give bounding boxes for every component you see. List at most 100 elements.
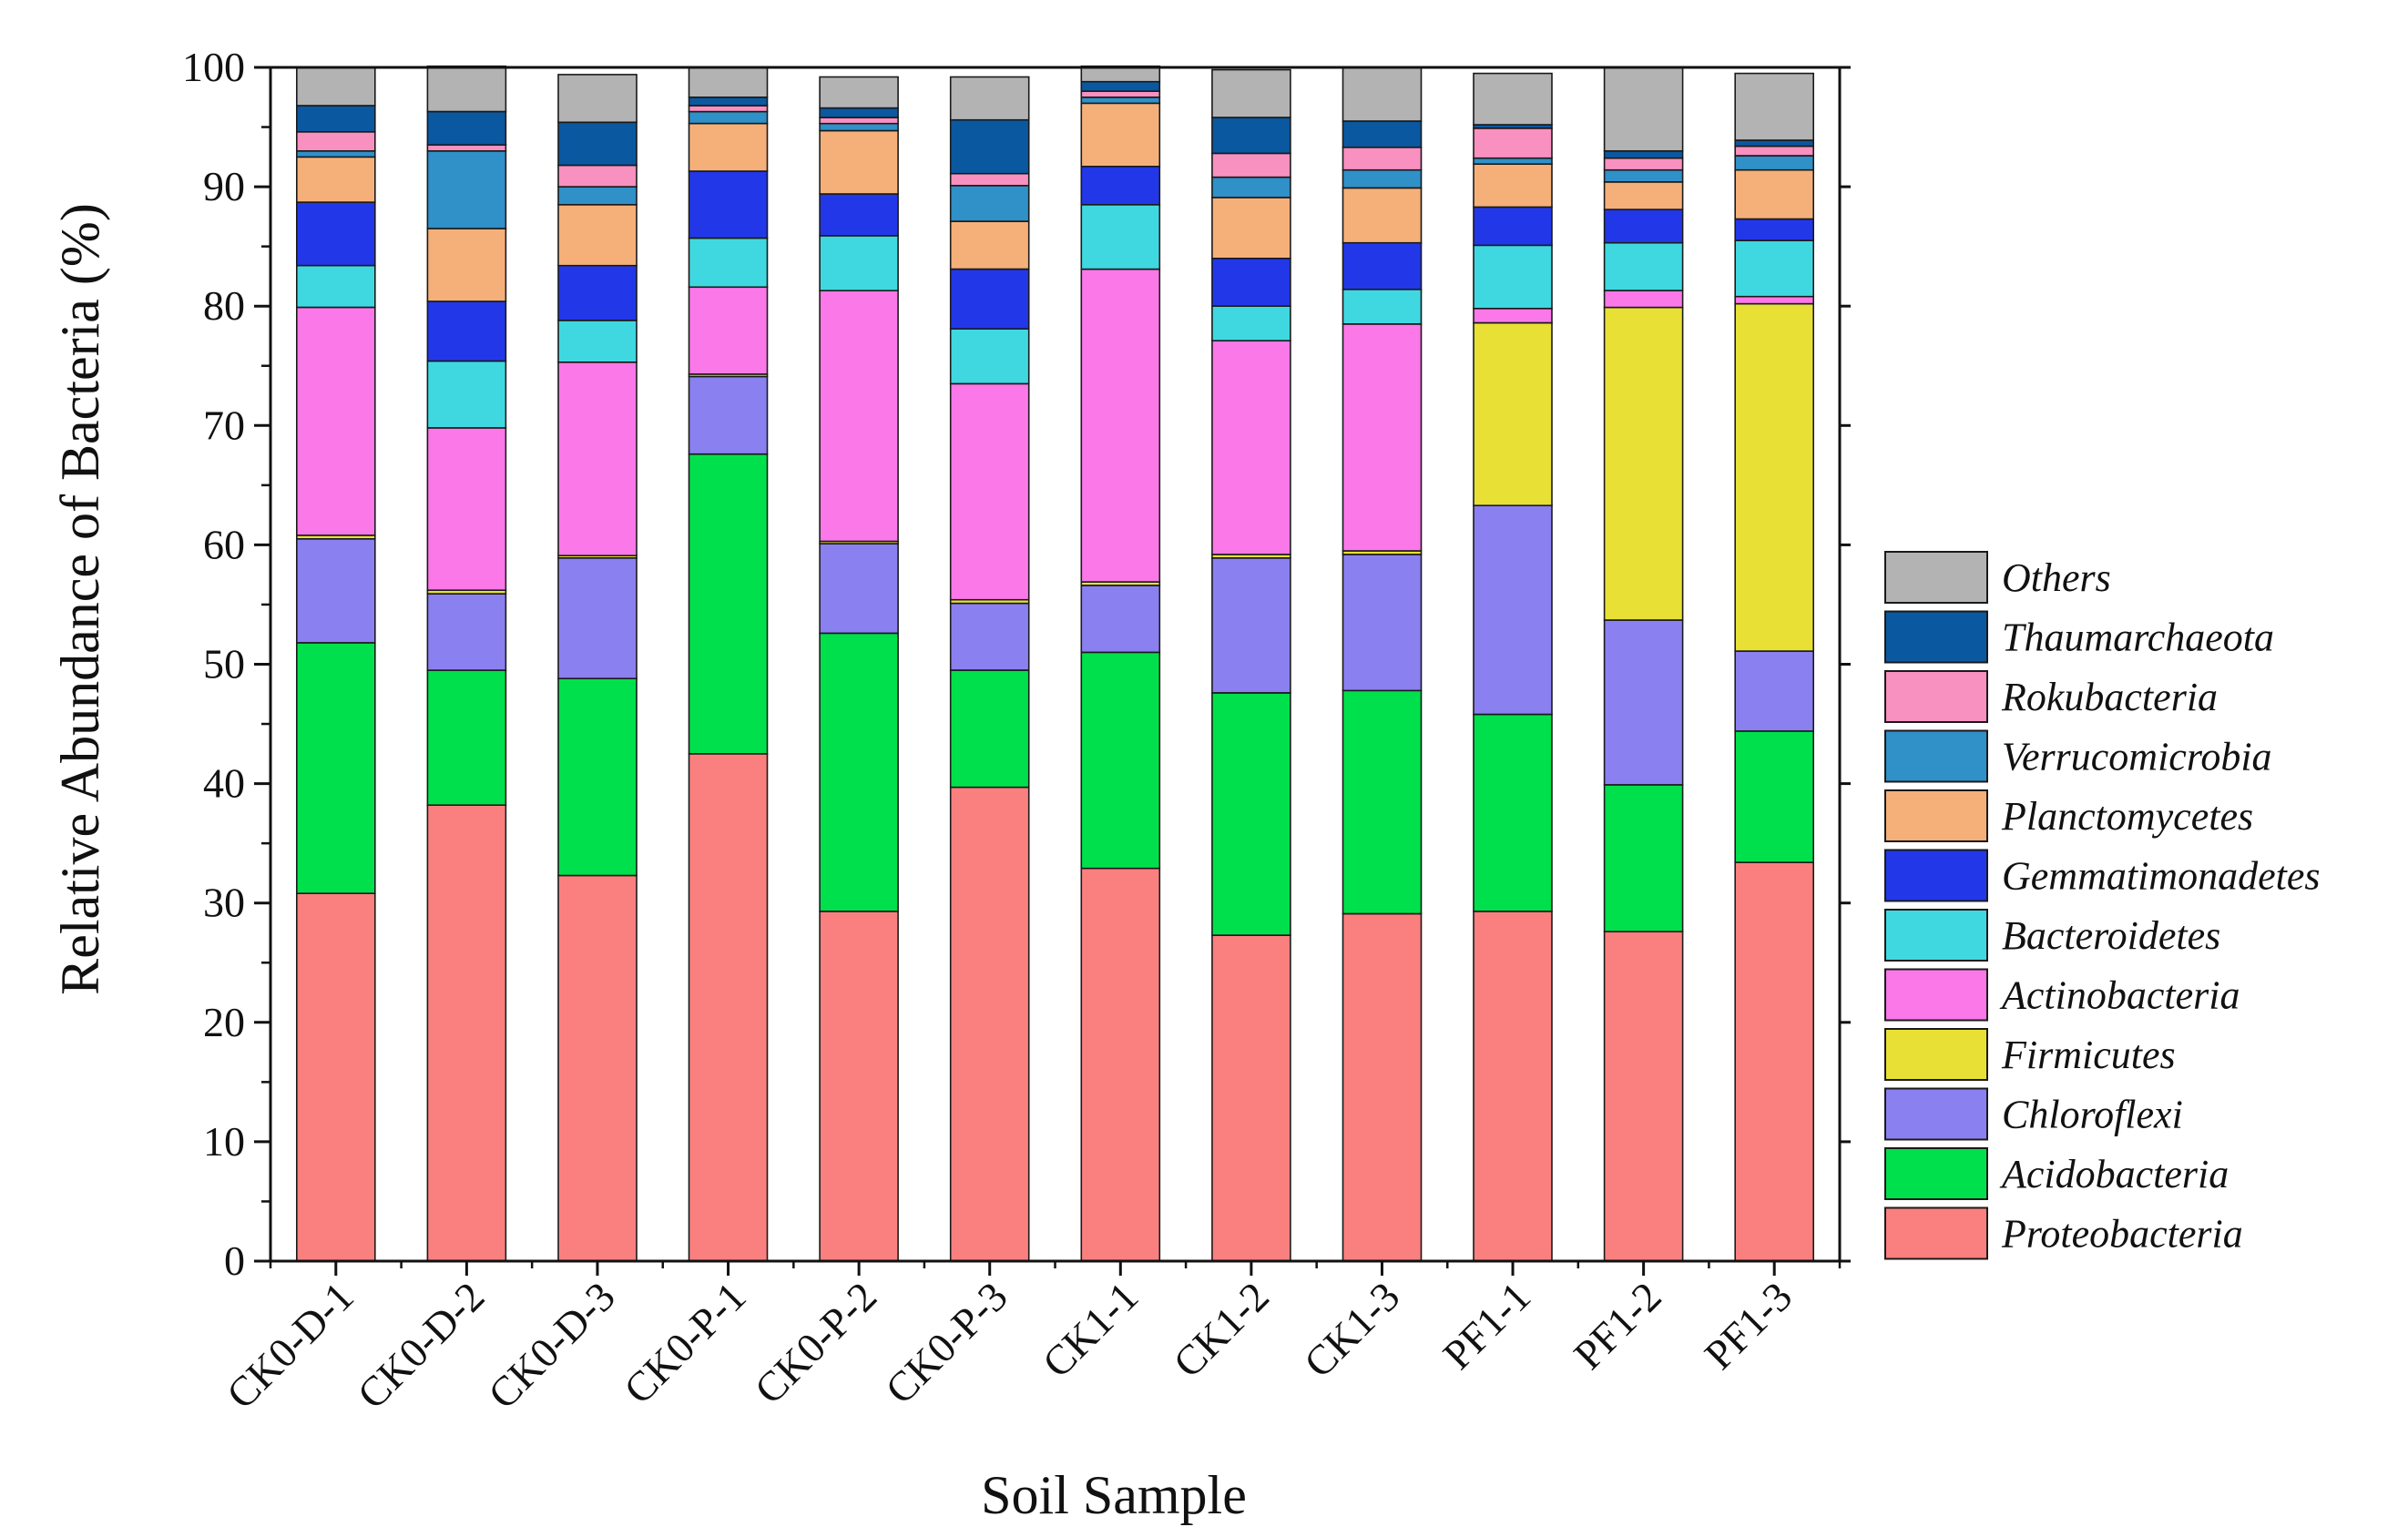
bar-segment-verrucomicrobia-ck0-p-3	[949, 185, 1030, 222]
bar-segment-proteobacteria-ck0-d-3	[557, 874, 638, 1262]
x-tick-label-pf1-3: PF1-3	[1696, 1273, 1801, 1379]
bar-segment-acidobacteria-ck0-d-1	[295, 642, 376, 895]
bar-segment-proteobacteria-ck0-p-3	[949, 786, 1030, 1262]
y-tick-label-20: 20	[203, 999, 245, 1045]
bar-segment-bacteroidetes-ck1-3	[1342, 288, 1423, 325]
bar-segment-thaumarchaeota-ck0-p-3	[949, 118, 1030, 175]
bar-segment-others-ck0-p-2	[819, 76, 899, 109]
legend-label-bacteroidetes: Bacteroidetes	[2002, 913, 2220, 958]
bar-segment-thaumarchaeota-pf1-3	[1734, 139, 1814, 148]
y-tick-label-90: 90	[203, 163, 245, 209]
y-tick-label-100: 100	[182, 44, 245, 90]
bar-segment-others-ck1-2	[1211, 68, 1291, 118]
bar-segment-thaumarchaeota-pf1-2	[1603, 150, 1684, 159]
bar-segment-thaumarchaeota-ck0-d-2	[426, 110, 507, 147]
legend-label-acidobacteria: Acidobacteria	[1999, 1152, 2229, 1196]
bar-segment-proteobacteria-ck1-2	[1211, 934, 1291, 1262]
bar-segment-chloroflexi-ck1-3	[1342, 554, 1423, 692]
bar-segment-thaumarchaeota-ck1-2	[1211, 117, 1291, 155]
bar-segment-acidobacteria-pf1-3	[1734, 730, 1814, 863]
legend-swatch-verrucomicrobia	[1884, 729, 1988, 783]
bar-segment-verrucomicrobia-pf1-2	[1603, 168, 1684, 183]
bar-segment-bacteroidetes-ck0-p-1	[688, 237, 769, 289]
y-tick-label-50: 50	[203, 641, 245, 687]
bar-segment-actinobacteria-pf1-3	[1734, 295, 1814, 305]
legend-swatch-bacteroidetes	[1884, 909, 1988, 962]
legend-swatch-rokubacteria	[1884, 670, 1988, 723]
bar-segment-acidobacteria-ck0-d-2	[426, 669, 507, 806]
legend-label-chloroflexi: Chloroflexi	[2002, 1093, 2183, 1137]
bar-segment-planctomycetes-ck0-p-3	[949, 220, 1030, 270]
y-tick-label-70: 70	[203, 402, 245, 448]
bar-segment-chloroflexi-ck1-1	[1080, 585, 1161, 654]
bar-segment-acidobacteria-ck0-p-2	[819, 632, 899, 912]
bar-segment-gemmatimonadetes-pf1-1	[1473, 206, 1553, 247]
bar-segment-planctomycetes-pf1-3	[1734, 168, 1814, 220]
bar-segment-verrucomicrobia-ck0-p-1	[688, 110, 769, 125]
legend-swatch-actinobacteria	[1884, 968, 1988, 1022]
legend-label-verrucomicrobia: Verrucomicrobia	[2002, 735, 2272, 779]
bar-segment-chloroflexi-pf1-2	[1603, 619, 1684, 786]
bar-segment-rokubacteria-ck0-p-3	[949, 172, 1030, 187]
bar-segment-rokubacteria-ck0-d-3	[557, 164, 638, 188]
legend-swatch-thaumarchaeota	[1884, 610, 1988, 664]
bar-segment-rokubacteria-ck1-3	[1342, 147, 1423, 171]
x-tick-label-ck0-d-1: CK0-D-1	[218, 1273, 362, 1418]
bar-segment-verrucomicrobia-ck0-d-2	[426, 150, 507, 229]
bar-segment-proteobacteria-pf1-1	[1473, 911, 1553, 1262]
bar-segment-thaumarchaeota-ck1-3	[1342, 120, 1423, 148]
bar-segment-acidobacteria-ck1-1	[1080, 651, 1161, 870]
bar-segment-chloroflexi-ck0-d-2	[426, 593, 507, 671]
bar-segment-bacteroidetes-pf1-3	[1734, 239, 1814, 298]
bar-segment-gemmatimonadetes-ck1-2	[1211, 257, 1291, 307]
bar-segment-proteobacteria-pf1-2	[1603, 931, 1684, 1262]
legend: Others Thaumarchaeota Rokubacteria Verrucom…	[1884, 551, 2321, 1260]
legend-label-others: Others	[2002, 555, 2111, 600]
bar-segment-chloroflexi-ck0-p-2	[819, 543, 899, 635]
bar-segment-bacteroidetes-ck1-2	[1211, 305, 1291, 342]
bar-segment-acidobacteria-pf1-1	[1473, 713, 1553, 912]
bar-segment-bacteroidetes-ck0-d-1	[295, 264, 376, 309]
bar-segment-proteobacteria-ck0-p-1	[688, 752, 769, 1262]
y-tick-label-80: 80	[203, 282, 245, 329]
y-axis-title: Relative Abundance of Bacteria (%)	[50, 203, 110, 995]
legend-label-thaumarchaeota: Thaumarchaeota	[2002, 616, 2274, 660]
bar-segment-planctomycetes-ck0-p-2	[819, 129, 899, 195]
bar-segment-actinobacteria-ck1-3	[1342, 323, 1423, 552]
bar-segment-others-ck1-3	[1342, 66, 1423, 122]
legend-label-gemmatimonadetes: Gemmatimonadetes	[2002, 854, 2321, 899]
bar-segment-bacteroidetes-ck0-d-3	[557, 320, 638, 363]
bar-segment-planctomycetes-ck0-d-1	[295, 156, 376, 203]
bar-segment-actinobacteria-ck0-d-2	[426, 427, 507, 591]
legend-label-rokubacteria: Rokubacteria	[2001, 675, 2218, 719]
x-tick-label-ck0-d-2: CK0-D-2	[349, 1273, 494, 1418]
bar-segment-others-ck0-p-1	[688, 66, 769, 98]
bar-segment-others-pf1-1	[1473, 72, 1553, 126]
bar-segment-gemmatimonadetes-ck0-d-2	[426, 300, 507, 362]
bar-segment-others-pf1-3	[1734, 72, 1814, 141]
bar-segment-rokubacteria-ck0-p-1	[688, 105, 769, 113]
bar-segment-verrucomicrobia-ck0-p-2	[819, 122, 899, 132]
legend-label-planctomycetes: Planctomycetes	[2001, 794, 2253, 839]
bar-segment-thaumarchaeota-ck1-1	[1080, 80, 1161, 92]
bar-segment-others-ck0-d-2	[426, 65, 507, 113]
bar-segment-acidobacteria-ck1-2	[1211, 692, 1291, 936]
bar-segment-thaumarchaeota-ck0-p-2	[819, 107, 899, 118]
bar-segment-actinobacteria-ck0-p-3	[949, 382, 1030, 601]
bar-segment-bacteroidetes-ck0-p-3	[949, 328, 1030, 385]
bar-segment-rokubacteria-ck0-d-1	[295, 131, 376, 152]
bar-segment-chloroflexi-ck0-d-3	[557, 556, 638, 679]
bar-segment-bacteroidetes-pf1-1	[1473, 244, 1553, 310]
bar-segment-proteobacteria-ck1-1	[1080, 867, 1161, 1262]
x-tick-label-ck1-3: CK1-3	[1295, 1273, 1409, 1387]
bar-segment-proteobacteria-ck0-d-1	[295, 892, 376, 1262]
bar-segment-verrucomicrobia-ck1-1	[1080, 97, 1161, 105]
bar-segment-proteobacteria-ck1-3	[1342, 912, 1423, 1262]
bar-segment-actinobacteria-pf1-1	[1473, 307, 1553, 324]
bar-segment-chloroflexi-pf1-3	[1734, 650, 1814, 732]
bar-segment-proteobacteria-ck0-p-2	[819, 911, 899, 1262]
bar-segment-bacteroidetes-pf1-2	[1603, 241, 1684, 291]
bar-segment-bacteroidetes-ck0-p-2	[819, 235, 899, 291]
